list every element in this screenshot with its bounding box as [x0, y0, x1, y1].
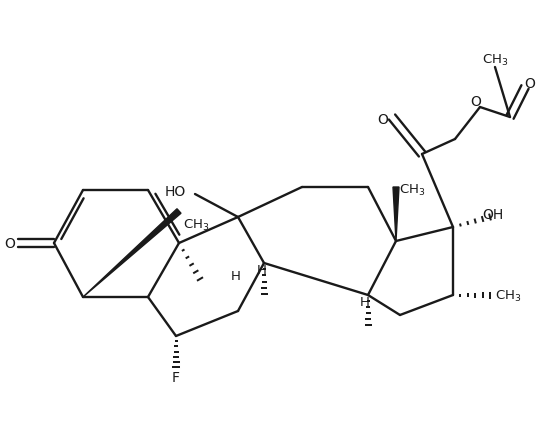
Text: O: O — [525, 77, 536, 91]
Text: H: H — [231, 270, 241, 283]
Text: F: F — [172, 370, 180, 384]
Polygon shape — [83, 209, 181, 297]
Text: O: O — [471, 95, 481, 109]
Text: O: O — [4, 237, 15, 250]
Text: CH$_3$: CH$_3$ — [482, 52, 508, 68]
Text: H: H — [360, 295, 370, 308]
Text: CH$_3$: CH$_3$ — [399, 182, 425, 197]
Text: CH$_3$: CH$_3$ — [183, 217, 209, 232]
Text: CH$_3$: CH$_3$ — [495, 288, 521, 303]
Text: H: H — [257, 263, 267, 276]
Text: OH: OH — [482, 208, 504, 221]
Text: HO: HO — [164, 184, 186, 199]
Polygon shape — [393, 187, 399, 241]
Text: O: O — [377, 113, 388, 127]
